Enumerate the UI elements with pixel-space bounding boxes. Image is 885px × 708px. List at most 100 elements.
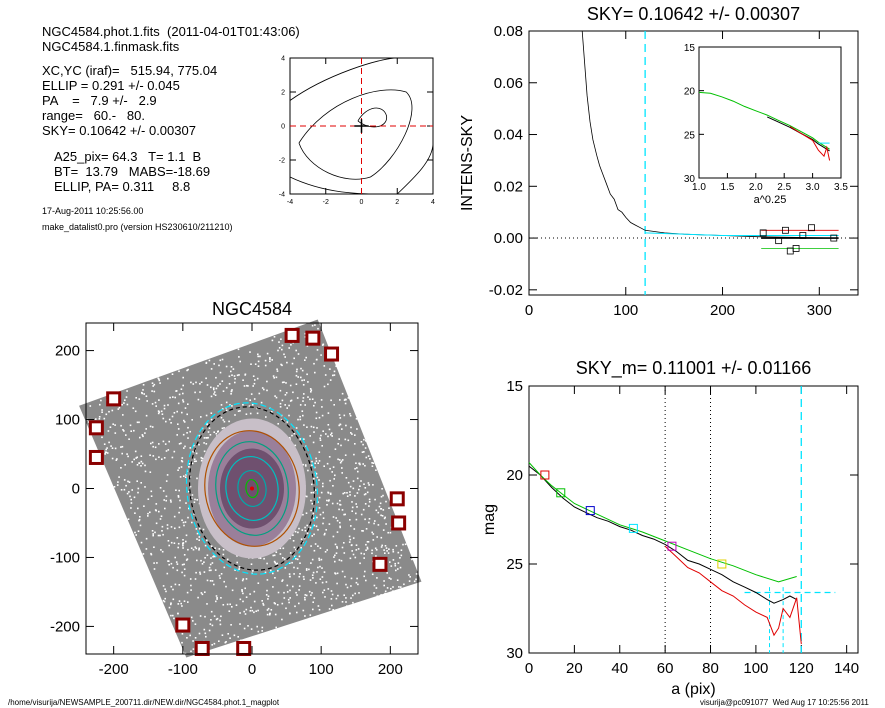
image-noise-dot: [273, 377, 275, 379]
image-noise-dot: [237, 348, 240, 351]
image-noise-dot: [161, 525, 164, 528]
image-noise-dot: [159, 518, 162, 520]
image-noise-dot: [345, 424, 347, 427]
phot-bt: BT= 13.79 MABS=-18.69: [54, 164, 211, 179]
image-noise-dot: [304, 359, 306, 361]
image-noise-dot: [225, 585, 227, 588]
image-noise-dot: [206, 603, 208, 605]
image-noise-dot: [261, 626, 264, 629]
image-noise-dot: [322, 485, 324, 488]
image-noise-dot: [216, 617, 219, 620]
image-noise-dot: [293, 432, 296, 435]
image-noise-dot: [328, 456, 331, 458]
image-noise-dot: [336, 545, 338, 548]
image-noise-dot: [172, 598, 175, 601]
image-noise-dot: [343, 552, 346, 554]
image-noise-dot: [154, 509, 157, 511]
image-noise-dot: [193, 460, 196, 463]
image-noise-dot: [320, 491, 323, 494]
image-noise-dot: [339, 521, 341, 524]
image-noise-dot: [327, 491, 329, 494]
image-noise-dot: [327, 500, 330, 502]
image-noise-dot: [181, 563, 184, 566]
image-noise-dot: [89, 405, 92, 407]
image-noise-dot: [225, 386, 228, 389]
image-noise-dot: [169, 499, 172, 502]
image-noise-dot: [294, 605, 296, 608]
image-noise-dot: [216, 597, 218, 599]
image-noise-dot: [389, 561, 391, 563]
image-noise-dot: [316, 427, 318, 429]
sky-square: [799, 232, 807, 239]
image-noise-dot: [288, 404, 290, 407]
image-noise-dot: [221, 380, 224, 382]
image-noise-dot: [395, 569, 397, 572]
image-noise-dot: [318, 460, 321, 462]
image-noise-dot: [309, 388, 312, 390]
image-noise-dot: [271, 339, 274, 342]
image-noise-dot: [409, 576, 411, 578]
image-noise-dot: [368, 498, 371, 501]
image-noise-dot: [361, 530, 363, 532]
center-y-ticklabel: 2: [281, 89, 285, 96]
image-noise-dot: [371, 552, 373, 555]
image-noise-dot: [357, 583, 359, 586]
image-noise-dot: [341, 467, 343, 469]
mask-box: [324, 346, 340, 362]
image-noise-dot: [371, 465, 374, 467]
image-noise-dot: [182, 392, 184, 395]
image-noise-dot: [163, 499, 165, 501]
image-noise-dot: [343, 492, 346, 494]
image-noise-dot: [305, 569, 308, 571]
image-noise-dot: [273, 602, 276, 604]
image-noise-dot: [218, 640, 220, 642]
image-noise-dot: [158, 411, 161, 413]
image-noise-dot: [166, 527, 169, 530]
image-noise-dot: [302, 400, 304, 402]
param-ellip: ELLIP = 0.291 +/- 0.045: [42, 78, 180, 93]
image-noise-dot: [179, 499, 181, 502]
mag-y-ticklabel: 20: [506, 467, 523, 484]
image-noise-dot: [327, 424, 330, 426]
image-noise-dot: [163, 457, 166, 459]
image-noise-dot: [351, 550, 353, 552]
isophote-ellipse: [185, 402, 319, 575]
image-noise-dot: [198, 632, 201, 635]
image-noise-dot: [318, 559, 321, 561]
image-noise-dot: [354, 467, 356, 470]
image-noise-dot: [296, 558, 299, 561]
image-noise-dot: [271, 359, 273, 361]
image-noise-dot: [108, 410, 110, 413]
image-noise-dot: [303, 438, 305, 440]
image-noise-dot: [321, 581, 324, 584]
image-noise-dot: [195, 571, 197, 574]
image-noise-dot: [211, 644, 213, 646]
image-noise-dot: [261, 387, 264, 389]
image-noise-dot: [140, 455, 143, 457]
image-noise-dot: [162, 440, 165, 443]
image-noise-dot: [328, 608, 331, 610]
image-noise-dot: [208, 359, 211, 362]
image-noise-dot: [154, 401, 157, 404]
image-noise-dot: [351, 501, 353, 503]
image-noise-dot: [360, 480, 362, 482]
image-noise-dot: [118, 406, 121, 409]
image-noise-dot: [385, 523, 387, 525]
image-noise-dot: [247, 385, 249, 387]
inset-x-ticklabel: 3.5: [834, 182, 848, 193]
sky-square: [786, 247, 794, 255]
image-x-ticklabel: 0: [248, 661, 256, 678]
image-noise-dot: [275, 563, 277, 565]
image-noise-dot: [127, 455, 129, 458]
image-noise-dot: [225, 409, 228, 412]
image-noise-dot: [380, 594, 382, 596]
isophote-ellipse: [237, 469, 267, 508]
image-noise-dot: [308, 590, 311, 593]
image-noise-dot: [297, 353, 300, 355]
image-noise-dot: [161, 530, 163, 532]
image-noise-dot: [203, 561, 205, 563]
image-noise-dot: [337, 443, 339, 445]
header-file-line-1: NGC4584.phot.1.fits (2011-04-01T01:43:06…: [42, 24, 300, 39]
image-noise-dot: [234, 378, 236, 380]
image-noise-dot: [315, 417, 318, 420]
